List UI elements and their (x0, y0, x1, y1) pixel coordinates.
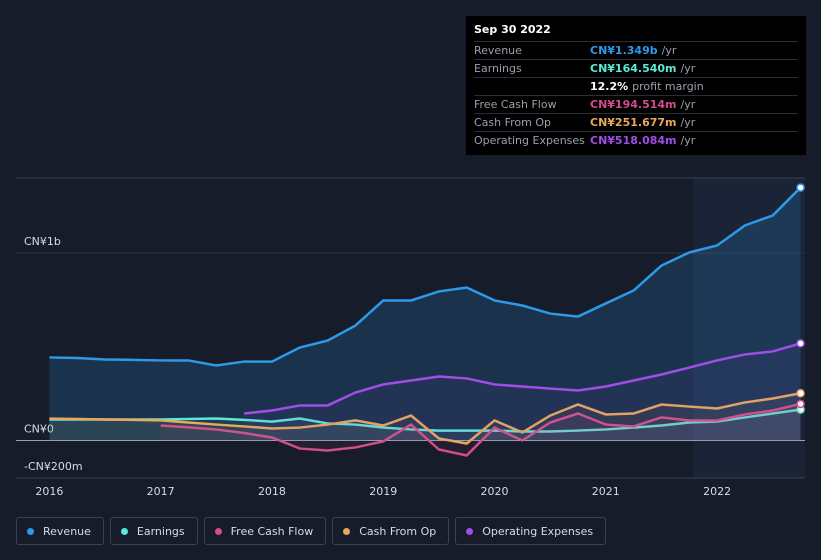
tooltip-row: 12.2% profit margin (474, 77, 798, 95)
tooltip: Sep 30 2022 Revenue CN¥1.349b/yr Earnings C… (466, 16, 806, 155)
tooltip-unit: /yr (680, 62, 696, 75)
series-line (243, 342, 801, 415)
tooltip-value: CN¥518.084m (590, 134, 677, 147)
tooltip-unit: /yr (680, 116, 696, 129)
legend-dot (27, 527, 34, 535)
legend-dot (214, 527, 222, 535)
tooltip-label: Cash From Op (474, 116, 552, 129)
tooltip-row: Revenue CN¥1.349b/yr (474, 41, 798, 59)
series-area (244, 343, 801, 441)
series-line (49, 392, 801, 445)
legend-label: Cash From Op (359, 524, 437, 538)
x-tick-label: 2021 (592, 485, 620, 498)
tooltip-value: CN¥194.514m (590, 98, 677, 111)
end-dot (796, 339, 805, 348)
chart: CN¥1b CN¥0 -CN¥200m 2016 2017 2018 2019 2020 202… (16, 177, 805, 498)
legend-label: Free Cash Flow (230, 524, 314, 538)
legend: Revenue Earnings Free Cash Flow Cash From O… (16, 517, 607, 545)
tooltip-label: Earnings (474, 62, 522, 75)
legend-item[interactable]: Cash From Op (332, 517, 450, 545)
legend-item[interactable]: Revenue (16, 517, 104, 545)
tooltip-row: Earnings CN¥164.540m/yr (474, 59, 798, 77)
y-tick-label: -CN¥200m (24, 460, 83, 473)
series-line (160, 402, 801, 457)
tooltip-label: Operating Expenses (474, 134, 585, 147)
x-tick-label: 2019 (369, 485, 397, 498)
end-dot (796, 183, 805, 192)
end-dot (796, 389, 805, 398)
legend-dot (466, 527, 474, 535)
x-tick-label: 2018 (258, 485, 286, 498)
legend-label: Earnings (136, 524, 185, 538)
series-area (160, 403, 801, 456)
tooltip-value: CN¥164.540m (590, 62, 677, 75)
tooltip-row: Operating Expenses CN¥518.084m/yr (474, 131, 798, 149)
legend-item[interactable]: Operating Expenses (455, 517, 607, 545)
series-area (49, 187, 801, 441)
tooltip-row: Free Cash Flow CN¥194.514m/yr (474, 95, 798, 113)
legend-label: Revenue (43, 524, 91, 538)
tooltip-unit: /yr (661, 44, 677, 57)
legend-item[interactable]: Free Cash Flow (203, 517, 327, 545)
highlight-band (693, 178, 805, 478)
legend-dot (120, 527, 128, 535)
tooltip-unit: profit margin (632, 80, 704, 93)
x-tick-label: 2017 (147, 485, 175, 498)
series-line (49, 408, 801, 433)
tooltip-value: CN¥1.349b (590, 44, 658, 57)
series-area (49, 393, 801, 444)
tooltip-row: Cash From Op CN¥251.677m/yr (474, 113, 798, 131)
x-tick-label: 2016 (35, 485, 63, 498)
legend-item[interactable]: Earnings (109, 517, 198, 545)
tooltip-unit: /yr (680, 134, 696, 147)
y-tick-label: CN¥0 (24, 423, 54, 436)
legend-dot (343, 527, 351, 535)
y-tick-label: CN¥1b (24, 235, 61, 248)
tooltip-date: Sep 30 2022 (474, 23, 551, 36)
x-tick-label: 2022 (703, 485, 731, 498)
x-tick-label: 2020 (481, 485, 509, 498)
end-dot (796, 399, 805, 409)
tooltip-label: Revenue (474, 44, 522, 57)
series-line (49, 186, 802, 367)
tooltip-value: 12.2% (590, 80, 629, 93)
tooltip-value: CN¥251.677m (590, 116, 677, 129)
tooltip-unit: /yr (680, 98, 696, 111)
legend-label: Operating Expenses (482, 524, 594, 538)
tooltip-label: Free Cash Flow (474, 98, 557, 111)
